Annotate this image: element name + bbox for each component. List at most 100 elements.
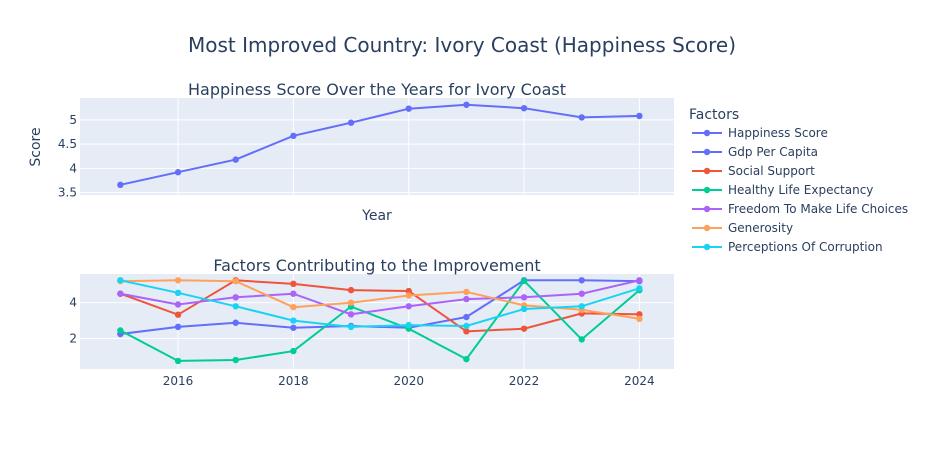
data-point-healthy-life-expectancy xyxy=(174,357,182,365)
data-point-freedom-to-make-life-choices xyxy=(578,290,585,297)
data-point-gdp-per-capita xyxy=(174,323,182,331)
data-point-healthy-life-expectancy xyxy=(463,355,470,363)
x-tick-label: 2016 xyxy=(163,374,194,388)
legend-item-freedom-to-make-life-choices[interactable]: Freedom To Make Life Choices xyxy=(692,202,908,216)
data-point-perceptions-of-corruption xyxy=(290,317,297,324)
data-point-healthy-life-expectancy xyxy=(290,347,297,355)
legend-item-social-support[interactable]: Social Support xyxy=(692,164,815,178)
data-point-social-support xyxy=(405,287,412,295)
series-line-social-support xyxy=(120,279,640,333)
data-point-freedom-to-make-life-choices xyxy=(117,290,124,297)
subplot-title-bottom: Factors Contributing to the Improvement xyxy=(213,256,540,275)
series-bottom xyxy=(117,277,643,365)
series-freedom-to-make-life-choices xyxy=(117,277,643,318)
data-point-gdp-per-capita xyxy=(578,277,585,284)
y-tick-label: 3.5 xyxy=(58,186,77,200)
subplot-factors: 2 4 2016 2018 2020 2022 2024 Factors Contribut… xyxy=(69,256,674,388)
data-point-perceptions-of-corruption xyxy=(174,289,182,297)
data-point-healthy-life-expectancy xyxy=(578,336,585,343)
data-point-happiness-score xyxy=(174,169,182,176)
data-point-generosity xyxy=(463,288,470,296)
data-point-generosity xyxy=(405,292,412,299)
subplot-happiness: 3.5 4 4.5 5 Happiness Score Over the Years … xyxy=(28,80,674,224)
subplot-title-top: Happiness Score Over the Years for Ivory… xyxy=(188,80,566,99)
x-tick-label: 2024 xyxy=(624,374,655,388)
x-tick-label: 2022 xyxy=(509,374,540,388)
data-point-happiness-score xyxy=(405,105,412,112)
data-point-gdp-per-capita xyxy=(463,313,470,321)
data-point-perceptions-of-corruption xyxy=(463,322,470,330)
data-point-freedom-to-make-life-choices xyxy=(463,295,470,303)
legend-item-gdp-per-capita[interactable]: Gdp Per Capita xyxy=(692,145,818,159)
data-point-healthy-life-expectancy xyxy=(117,327,124,334)
series-line-perceptions-of-corruption xyxy=(120,279,640,328)
legend-item-perceptions-of-corruption[interactable]: Perceptions Of Corruption xyxy=(692,240,883,254)
main-title: Most Improved Country: Ivory Coast (Happ… xyxy=(188,33,736,57)
series-line-freedom-to-make-life-choices xyxy=(120,279,640,316)
data-point-healthy-life-expectancy xyxy=(232,356,239,364)
series-line-happiness-score xyxy=(120,103,640,186)
data-point-generosity xyxy=(174,277,182,284)
x-axis-label-top: Year xyxy=(361,208,392,224)
y-axis-label-top: Score xyxy=(28,127,44,166)
data-point-gdp-per-capita xyxy=(232,319,239,326)
data-point-social-support xyxy=(347,286,355,294)
data-point-happiness-score xyxy=(290,132,297,140)
data-point-perceptions-of-corruption xyxy=(232,303,239,310)
legend-item-happiness-score[interactable]: Happiness Score xyxy=(692,126,828,140)
data-point-perceptions-of-corruption xyxy=(117,277,124,284)
data-point-perceptions-of-corruption xyxy=(405,321,412,329)
data-point-perceptions-of-corruption xyxy=(347,323,355,331)
data-point-social-support xyxy=(290,280,297,288)
legend: Factors Happiness Score Gdp Per Capita Soc… xyxy=(689,107,908,254)
legend-swatch-marker xyxy=(703,243,711,251)
data-point-freedom-to-make-life-choices xyxy=(174,301,182,308)
x-tick-label: 2020 xyxy=(393,374,424,388)
data-point-happiness-score xyxy=(578,114,585,121)
y-ticks-top: 3.5 4 4.5 5 xyxy=(58,113,77,200)
series-line-healthy-life-expectancy xyxy=(119,279,641,362)
data-point-generosity xyxy=(636,315,643,323)
legend-label: Generosity xyxy=(728,221,793,235)
data-point-perceptions-of-corruption xyxy=(578,303,585,310)
legend-title: Factors xyxy=(689,107,739,123)
y-tick-label: 4.5 xyxy=(58,137,77,151)
data-point-social-support xyxy=(636,311,643,318)
series-top xyxy=(117,101,643,189)
legend-swatch-marker xyxy=(703,224,711,232)
data-point-freedom-to-make-life-choices xyxy=(520,294,528,301)
legend-swatch-marker xyxy=(703,186,711,194)
y-tick-label: 2 xyxy=(69,332,77,346)
data-point-freedom-to-make-life-choices xyxy=(405,303,412,310)
data-point-generosity xyxy=(290,303,297,311)
legend-items[interactable]: Happiness Score Gdp Per Capita Social Supp… xyxy=(692,126,908,254)
legend-label: Social Support xyxy=(728,164,815,178)
ticks-bottom: 2 4 2016 2018 2020 2022 2024 xyxy=(69,296,654,388)
y-tick-label: 5 xyxy=(69,113,77,127)
data-point-social-support xyxy=(520,325,528,332)
series-perceptions-of-corruption xyxy=(117,277,643,331)
plot-area-bottom xyxy=(80,274,674,369)
data-point-social-support xyxy=(463,328,470,335)
legend-label: Freedom To Make Life Choices xyxy=(728,202,908,216)
legend-swatch-marker xyxy=(703,129,711,137)
legend-swatch-marker xyxy=(703,148,711,156)
data-point-perceptions-of-corruption xyxy=(520,305,528,313)
legend-item-generosity[interactable]: Generosity xyxy=(692,221,793,235)
y-tick-label: 4 xyxy=(69,161,77,175)
data-point-happiness-score xyxy=(520,104,528,112)
legend-item-healthy-life-expectancy[interactable]: Healthy Life Expectancy xyxy=(692,183,873,197)
data-point-social-support xyxy=(174,311,182,318)
data-point-freedom-to-make-life-choices xyxy=(232,294,239,301)
legend-swatch-marker xyxy=(703,167,711,175)
data-point-generosity xyxy=(347,299,355,306)
legend-swatch-marker xyxy=(703,205,711,213)
data-point-freedom-to-make-life-choices xyxy=(290,290,297,297)
data-point-gdp-per-capita xyxy=(290,324,297,331)
data-point-happiness-score xyxy=(636,112,643,120)
data-point-perceptions-of-corruption xyxy=(636,285,643,292)
y-tick-label: 4 xyxy=(69,296,77,310)
x-tick-label: 2018 xyxy=(278,374,309,388)
